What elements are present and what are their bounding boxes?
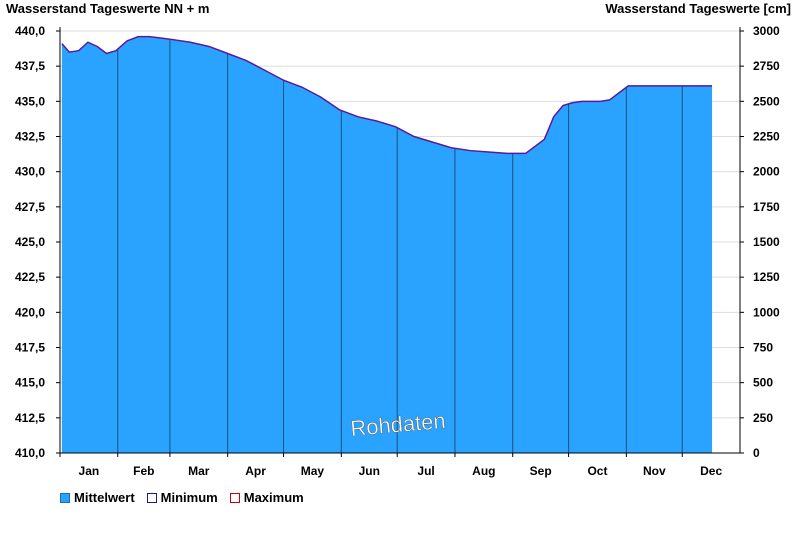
left-tick-label: 417,5 — [15, 341, 45, 355]
chart-legend: Mittelwert Minimum Maximum — [60, 490, 304, 505]
right-tick-label: 2750 — [753, 59, 780, 73]
legend-label-mittelwert: Mittelwert — [74, 490, 135, 505]
month-label: Apr — [245, 464, 266, 478]
legend-item-minimum: Minimum — [146, 490, 218, 505]
left-tick-label: 427,5 — [15, 200, 45, 214]
month-label: Mar — [188, 464, 210, 478]
left-tick-label: 420,0 — [15, 305, 45, 319]
left-tick-label: 415,0 — [15, 376, 45, 390]
right-tick-label: 250 — [753, 411, 773, 425]
left-tick-label: 435,0 — [15, 94, 45, 108]
month-label: May — [301, 464, 325, 478]
month-label: Feb — [133, 464, 154, 478]
legend-swatch-mittelwert — [60, 492, 70, 503]
mean-line — [61, 35, 713, 155]
month-label: Nov — [643, 464, 666, 478]
month-label: Sep — [530, 464, 552, 478]
right-tick-label: 2500 — [753, 94, 780, 108]
left-tick-label: 422,5 — [15, 270, 45, 284]
left-tick-label: 440,0 — [15, 24, 45, 38]
left-tick-label: 412,5 — [15, 411, 45, 425]
right-tick-label: 1750 — [753, 200, 780, 214]
legend-swatch-maximum — [229, 492, 240, 503]
month-label: Oct — [587, 464, 607, 478]
legend-item-maximum: Maximum — [229, 490, 304, 505]
month-label: Aug — [472, 464, 495, 478]
left-tick-label: 437,5 — [15, 59, 45, 73]
left-tick-label: 432,5 — [15, 130, 45, 144]
right-tick-label: 2250 — [753, 130, 780, 144]
left-axis-title: Wasserstand Tageswerte NN + m — [6, 1, 210, 16]
right-axis-title: Wasserstand Tageswerte [cm] — [605, 1, 791, 16]
month-label: Jul — [417, 464, 434, 478]
month-label: Jan — [79, 464, 100, 478]
left-tick-label: 425,0 — [15, 235, 45, 249]
right-tick-label: 3000 — [753, 24, 780, 38]
right-tick-label: 1500 — [753, 235, 780, 249]
right-tick-label: 500 — [753, 376, 773, 390]
mean-area — [61, 36, 713, 453]
right-tick-label: 1000 — [753, 305, 780, 319]
left-tick-label: 410,0 — [15, 446, 45, 460]
left-tick-label: 430,0 — [15, 165, 45, 179]
legend-swatch-minimum — [146, 492, 157, 503]
legend-label-minimum: Minimum — [160, 490, 218, 505]
legend-label-maximum: Maximum — [243, 490, 304, 505]
right-tick-label: 0 — [753, 446, 760, 460]
right-tick-label: 2000 — [753, 165, 780, 179]
right-tick-label: 750 — [753, 341, 773, 355]
month-label: Jun — [359, 464, 380, 478]
month-label: Dec — [700, 464, 722, 478]
right-tick-label: 1250 — [753, 270, 780, 284]
legend-item-mittelwert: Mittelwert — [60, 490, 135, 505]
